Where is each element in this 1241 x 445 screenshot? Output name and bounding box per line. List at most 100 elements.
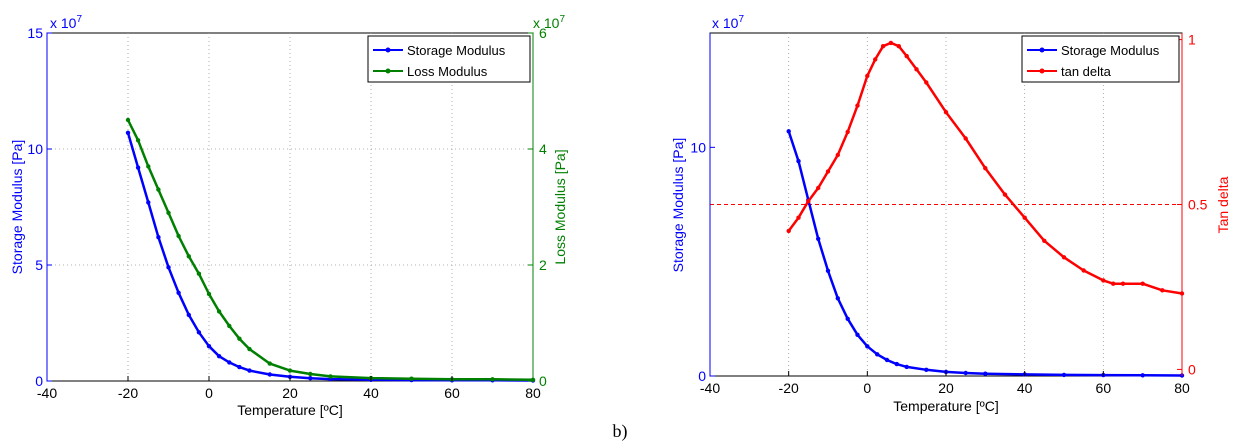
x-tick-label: 60: [1096, 380, 1112, 396]
series-storage-modulus: [786, 129, 1185, 378]
data-point: [135, 165, 141, 170]
data-point: [1002, 192, 1008, 197]
legend-label-storage: Storage Modulus: [1061, 43, 1160, 58]
legend-marker-loss: [385, 68, 391, 74]
data-point: [237, 364, 242, 370]
data-point: [409, 376, 414, 381]
data-point: [206, 344, 212, 349]
data-point: [806, 199, 811, 204]
data-point: [176, 233, 181, 239]
data-point: [943, 110, 949, 115]
series-lines: [125, 117, 536, 383]
data-point: [855, 332, 860, 337]
chart-storage-tandelta: -40 -20 0 20 40 60 80 010 00.51 x 107 Temperat…: [670, 14, 1231, 414]
data-point: [490, 377, 495, 382]
y2-tick-label: 2: [539, 257, 547, 273]
x-tick-label: 80: [525, 385, 541, 401]
data-point: [796, 158, 801, 164]
x-tick-label: -20: [779, 380, 799, 396]
data-point: [146, 164, 151, 169]
data-point: [267, 372, 272, 377]
y2-tick-label: 0: [539, 373, 547, 389]
data-point: [786, 129, 791, 134]
y-tick-labels: 0 10: [690, 33, 715, 384]
data-point: [865, 73, 870, 79]
y2-tick-label: 1: [1188, 32, 1196, 48]
x-tick-label: 0: [863, 380, 871, 396]
y2-tick-labels: 00.51: [1177, 32, 1208, 377]
y-tick-label: 10: [690, 139, 706, 155]
data-point: [1111, 281, 1116, 286]
data-point: [865, 344, 870, 349]
data-point: [786, 228, 791, 234]
data-point: [873, 57, 878, 62]
data-point: [845, 316, 850, 321]
legend-label-loss: Loss Modulus: [407, 64, 488, 79]
data-point: [237, 336, 242, 341]
data-point: [825, 268, 831, 273]
data-point: [227, 360, 232, 365]
legend: Storage Modulus Loss Modulus: [367, 35, 531, 83]
data-point: [816, 185, 821, 191]
data-point: [308, 376, 313, 381]
data-point: [924, 80, 929, 85]
y-multiplier: x 107: [712, 14, 744, 31]
x-axis-label: Temperature [ºC]: [893, 398, 999, 414]
data-point: [216, 354, 222, 359]
legend: Storage Modulus tan delta: [1021, 35, 1180, 83]
data-point: [227, 323, 232, 329]
data-point: [287, 368, 293, 373]
data-point: [1160, 288, 1165, 293]
data-point: [963, 370, 968, 376]
data-point: [825, 169, 831, 174]
data-point: [216, 309, 222, 314]
figure-caption: b): [613, 421, 628, 442]
data-point: [247, 368, 252, 373]
y-tick-label: 10: [27, 141, 43, 157]
legend-box: [367, 35, 531, 83]
y2-tick-label: 6: [539, 25, 547, 41]
x-tick-label: -20: [118, 385, 138, 401]
data-point: [1140, 373, 1145, 378]
data-point: [328, 374, 333, 379]
data-point: [206, 291, 212, 297]
y-tick-label: 15: [27, 25, 43, 41]
data-point: [924, 367, 929, 372]
y2-axis-label: Tan delta: [1215, 176, 1231, 233]
x-tick-label: 80: [1174, 380, 1190, 396]
series-line: [126, 132, 534, 382]
data-point: [884, 357, 890, 363]
data-point: [880, 44, 886, 49]
y-tick-label: 5: [35, 257, 43, 273]
data-point: [888, 40, 894, 46]
y2-tick-label: 0.5: [1188, 197, 1208, 213]
data-point: [896, 44, 901, 49]
legend-label-tandelta: tan delta: [1061, 64, 1112, 79]
data-point: [845, 129, 850, 135]
data-point: [904, 53, 909, 59]
data-point: [308, 371, 313, 377]
data-point: [855, 103, 860, 108]
data-point: [983, 166, 988, 171]
x-tick-labels: -40 -20 0 20 40 60 80: [700, 371, 1190, 396]
data-point: [1042, 238, 1047, 243]
data-point: [156, 235, 161, 240]
data-point: [963, 136, 968, 141]
data-point: [796, 215, 801, 220]
x-tick-label: -40: [37, 385, 57, 401]
data-point: [875, 352, 880, 357]
data-point: [835, 152, 840, 158]
plot-area: [46, 32, 534, 382]
data-point: [166, 210, 171, 215]
data-point: [196, 330, 202, 335]
series-tan-delta: [786, 40, 1185, 296]
data-point: [1022, 215, 1027, 220]
legend-marker-tandelta: [1039, 68, 1045, 74]
y-multiplier: x 107: [50, 14, 82, 31]
data-point: [1140, 281, 1145, 286]
data-point: [1061, 372, 1067, 378]
x-axis-label: Temperature [ºC]: [237, 402, 343, 418]
y-tick-label: 0: [35, 373, 43, 389]
x-tick-label: 40: [363, 385, 379, 401]
